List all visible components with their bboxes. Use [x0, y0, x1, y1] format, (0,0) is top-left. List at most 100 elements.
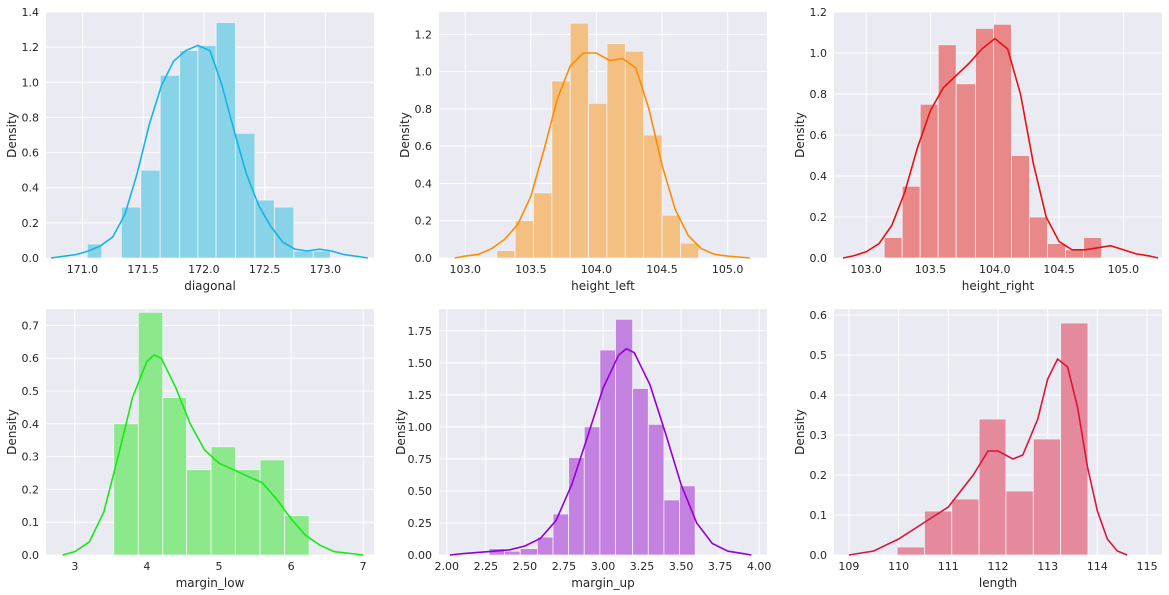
- histogram-bar: [951, 498, 980, 556]
- x-tick-label: 105.0: [712, 263, 744, 276]
- histogram-bar: [179, 50, 199, 259]
- y-tick-label: 0.0: [22, 252, 40, 265]
- x-tick-label: 2.00: [435, 560, 460, 573]
- histogram-bar: [1032, 438, 1062, 556]
- y-tick-label: 0.5: [810, 349, 828, 362]
- x-tick-label: 114: [1087, 560, 1108, 573]
- histogram-bar: [273, 206, 295, 259]
- y-axis-label: Density: [5, 409, 19, 455]
- y-axis-label: Density: [394, 409, 408, 455]
- y-tick-label: 0.2: [22, 217, 40, 230]
- histogram-bar: [137, 311, 164, 556]
- subplot-4: 3 4 5 6 7 0.0 0.1 0.2 0.3 0.4 0.5 0.6 0.7 margin_low D…: [5, 309, 374, 590]
- x-tick-label: 105.0: [1108, 263, 1140, 276]
- kde-line: [449, 347, 752, 556]
- subplot-6: 109 110 111 112 113 114 115 0.0 0.1 0.2 0.3 0.4 0.5 0…: [793, 309, 1162, 590]
- y-tick-label: 0.8: [415, 103, 433, 116]
- y-axis-label: Density: [793, 409, 807, 455]
- x-tick-label: 104.0: [581, 263, 613, 276]
- histogram-bar: [235, 132, 256, 259]
- histogram-bar: [215, 22, 236, 259]
- x-tick-label: 103.5: [915, 263, 947, 276]
- y-tick-label: 1.25: [408, 389, 433, 402]
- histogram-bar: [514, 220, 534, 259]
- histogram-bar: [978, 418, 1007, 556]
- x-tick-label: 103.0: [850, 263, 882, 276]
- histogram-bar: [924, 510, 953, 556]
- x-tick-label: 2.75: [552, 560, 577, 573]
- x-tick-label: 6: [288, 560, 295, 573]
- x-tick-label: 3.50: [669, 560, 694, 573]
- x-tick-label: 104.5: [646, 263, 678, 276]
- histogram-bar: [919, 103, 939, 259]
- histogram-bar: [647, 423, 665, 556]
- x-tick-label: 3: [71, 560, 78, 573]
- x-axis-label: diagonal: [184, 279, 236, 293]
- histogram-bar: [312, 250, 331, 259]
- x-axis-label: height_left: [571, 279, 635, 293]
- y-tick-label: 0.25: [408, 517, 433, 530]
- histogram-bar: [569, 22, 589, 259]
- y-tick-label: 1.2: [810, 6, 828, 19]
- kde-line: [842, 37, 1159, 259]
- y-tick-label: 0.1: [810, 509, 828, 522]
- x-tick-label: 3.25: [630, 560, 655, 573]
- histogram-bar: [293, 250, 314, 259]
- x-tick-label: 4: [143, 560, 150, 573]
- histogram-bar: [254, 199, 275, 259]
- y-tick-label: 0.6: [415, 140, 433, 153]
- y-tick-label: 0.0: [415, 252, 433, 265]
- y-tick-label: 0.6: [22, 147, 40, 160]
- subplot-1: 171.0 171.5 172.0 172.5 173.0 0.0 0.2 0.4 0.6 0.8…: [5, 6, 374, 293]
- y-tick-label: 0.4: [22, 418, 40, 431]
- x-tick-label: 7: [360, 560, 367, 573]
- y-axis-label: Density: [398, 112, 412, 158]
- histogram-bar: [533, 192, 553, 259]
- histogram-bar: [1047, 243, 1066, 259]
- y-axis-label: Density: [793, 112, 807, 158]
- y-tick-label: 0.2: [810, 469, 828, 482]
- histogram-bar: [504, 550, 521, 556]
- y-tick-label: 0.4: [810, 389, 828, 402]
- y-tick-label: 0.50: [408, 485, 433, 498]
- x-tick-label: 109: [838, 560, 859, 573]
- y-tick-label: 1.0: [22, 76, 40, 89]
- histogram-bar: [632, 388, 649, 556]
- histogram-bar: [519, 548, 538, 556]
- x-tick-label: 103.0: [449, 263, 481, 276]
- histogram-bar: [186, 469, 212, 556]
- y-tick-label: 1.75: [408, 325, 433, 338]
- histogram-bar: [159, 74, 181, 259]
- x-axis-label: height_right: [962, 279, 1035, 293]
- y-tick-label: 0.7: [22, 319, 40, 332]
- kde-line: [454, 52, 750, 259]
- y-tick-label: 0.0: [810, 549, 828, 562]
- y-tick-label: 0.4: [810, 170, 828, 183]
- kde-line: [62, 353, 364, 556]
- y-tick-label: 0.3: [22, 451, 40, 464]
- y-tick-label: 0.3: [810, 429, 828, 442]
- subplot-5: 2.00 2.25 2.50 2.75 3.00 3.25 3.50 3.75 4.00 0.00…: [394, 309, 771, 590]
- y-tick-label: 0.2: [415, 215, 433, 228]
- x-axis-label: margin_low: [176, 576, 245, 590]
- y-tick-label: 1.2: [415, 28, 433, 41]
- y-tick-label: 0.4: [22, 182, 40, 195]
- subplot-3: 103.0 103.5 104.0 104.5 105.0 0.0 0.2 0.4 0.6 0.8…: [793, 6, 1162, 293]
- y-axis-label: Density: [5, 112, 19, 158]
- x-tick-label: 2.50: [513, 560, 538, 573]
- x-tick-label: 104.5: [1043, 263, 1075, 276]
- histogram-bar: [235, 469, 261, 556]
- y-tick-label: 1.0: [810, 47, 828, 60]
- subplot-2: 103.0 103.5 104.0 104.5 105.0 0.0 0.2 0.4 0.6 0.8…: [398, 12, 767, 293]
- y-tick-label: 0.4: [415, 177, 433, 190]
- y-tick-label: 0.00: [408, 549, 433, 562]
- histogram-bar: [496, 250, 516, 259]
- y-tick-label: 0.5: [22, 385, 40, 398]
- histogram-bar: [883, 237, 903, 259]
- x-tick-label: 173.0: [310, 263, 342, 276]
- y-tick-label: 0.6: [810, 129, 828, 142]
- histogram-bar: [588, 102, 608, 259]
- x-tick-label: 104.0: [979, 263, 1011, 276]
- histogram-bar: [680, 242, 700, 259]
